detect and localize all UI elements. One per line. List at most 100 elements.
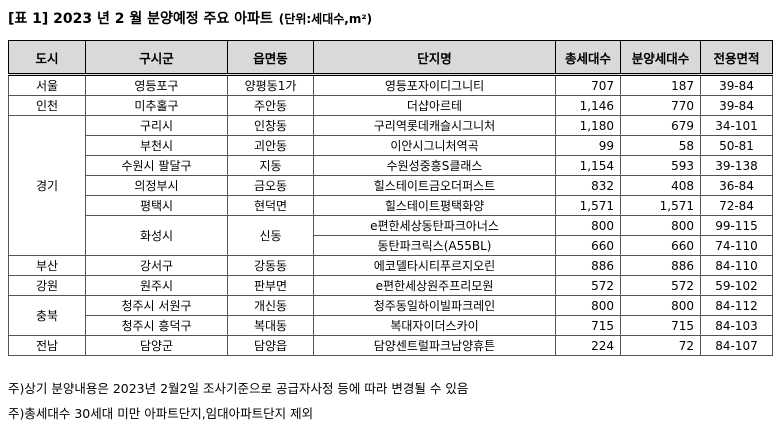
sale-units-cell: 593 xyxy=(620,155,701,176)
sale-units-cell: 660 xyxy=(620,235,701,256)
city-cell: 서울 xyxy=(8,74,86,96)
complex-name-cell: 구리역롯데캐슬시그니처 xyxy=(313,115,556,136)
area-cell: 36-84 xyxy=(700,175,773,196)
sale-units-cell: 58 xyxy=(620,135,701,156)
note: 주)총세대수 30세대 미만 아파트단지,임대아파트단지 제외 xyxy=(8,406,314,421)
area-cell: 39-84 xyxy=(700,74,773,96)
district-cell: 강서구 xyxy=(85,255,228,276)
area-cell: 84-110 xyxy=(700,255,773,276)
column-header: 총세대수 xyxy=(555,40,621,76)
sale-units-cell: 715 xyxy=(620,315,701,336)
district-cell: 구리시 xyxy=(85,115,228,136)
notes: 주)상기 분양내용은 2023년 2월2일 조사기준으로 공급자사정 등에 따라… xyxy=(8,376,468,426)
column-header: 구시군 xyxy=(85,40,228,76)
complex-name-cell: 힐스테이트평택화양 xyxy=(313,195,556,216)
district-cell: 수원시 팔달구 xyxy=(85,155,228,176)
column-header: 전용면적 xyxy=(700,40,773,76)
city-cell: 충북 xyxy=(8,295,86,336)
table-row: 부천시 괴안동 이안시그니처역곡 99 58 50-81 xyxy=(9,135,773,156)
total-units-cell: 715 xyxy=(555,315,621,336)
sale-units-cell: 187 xyxy=(620,74,701,96)
town-cell: 복대동 xyxy=(227,315,314,336)
column-header: 도시 xyxy=(8,40,86,76)
total-units-cell: 1,146 xyxy=(555,95,621,116)
complex-name-cell: 청주동일하이빌파크레인 xyxy=(313,295,556,316)
complex-name-cell: 영등포자이디그니티 xyxy=(313,74,556,96)
city-cell: 경기 xyxy=(8,115,86,256)
title-text: [표 1] 2023 년 2 월 분양예정 주요 아파트 xyxy=(8,11,273,27)
town-cell: 주안동 xyxy=(227,95,314,116)
table-row: 전남 담양군 담양읍 담양센트럴파크남양휴튼 224 72 84-107 xyxy=(8,335,773,356)
complex-name-cell: 더샵아르테 xyxy=(313,95,556,116)
complex-name-cell: 수원성중흥S클래스 xyxy=(313,155,556,176)
district-cell: 평택시 xyxy=(85,195,228,216)
total-units-cell: 800 xyxy=(555,295,621,316)
total-units-cell: 99 xyxy=(555,135,621,156)
column-header: 분양세대수 xyxy=(620,40,701,76)
area-cell: 84-112 xyxy=(700,295,773,316)
total-units-cell: 707 xyxy=(555,74,621,96)
complex-name-cell: 에코델타시티푸르지오린 xyxy=(313,255,556,276)
district-cell: 화성시 xyxy=(85,215,228,256)
table-row: 충북 청주시 서원구 개신동 청주동일하이빌파크레인 800 800 84-112 xyxy=(8,295,773,336)
table-row: 동탄파크릭스(A55BL) 660 660 74-110 xyxy=(9,235,773,256)
table-body: 서울 영등포구 양평동1가 영등포자이디그니티 707 187 39-84 인천 미추홀구 주안동… xyxy=(8,74,773,356)
sale-units-cell: 770 xyxy=(620,95,701,116)
town-cell: 개신동 xyxy=(227,295,314,316)
district-cell: 청주시 흥덕구 xyxy=(85,315,228,336)
title: [표 1] 2023 년 2 월 분양예정 주요 아파트 (단위:세대수,m²) xyxy=(8,8,372,28)
complex-name-cell: 동탄파크릭스(A55BL) xyxy=(313,235,556,256)
total-units-cell: 1,154 xyxy=(555,155,621,176)
area-cell: 72-84 xyxy=(700,195,773,216)
district-cell: 영등포구 xyxy=(85,74,228,96)
city-cell: 전남 xyxy=(8,335,86,356)
sale-units-cell: 679 xyxy=(620,115,701,136)
table-row: 인천 미추홀구 주안동 더샵아르테 1,146 770 39-84 xyxy=(8,95,773,116)
table-row: 부산 강서구 강동동 에코델타시티푸르지오린 886 886 84-110 xyxy=(8,255,773,276)
apartment-table: 도시 구시군 읍면동 단지명 총세대수 분양세대수 전용면적 서울 영등포구 양평동1가 영등포자… xyxy=(8,40,773,356)
unit: (단위:세대수,m²) xyxy=(278,12,373,26)
total-units-cell: 832 xyxy=(555,175,621,196)
district-cell: 부천시 xyxy=(85,135,228,156)
town-cell: 현덕면 xyxy=(227,195,314,216)
table-row: 화성시 신동 e편한세상동탄파크아너스 800 800 99-115 xyxy=(9,215,773,256)
total-units-cell: 224 xyxy=(555,335,621,356)
table-row: 청주시 흥덕구 복대동 복대자이더스카이 715 715 84-103 xyxy=(9,315,773,336)
town-cell: 괴안동 xyxy=(227,135,314,156)
district-cell: 원주시 xyxy=(85,275,228,296)
sale-units-cell: 800 xyxy=(620,295,701,316)
table-row: 평택시 현덕면 힐스테이트평택화양 1,571 1,571 72-84 xyxy=(9,195,773,216)
total-units-cell: 1,180 xyxy=(555,115,621,136)
area-cell: 74-110 xyxy=(700,235,773,256)
header-row: 도시 구시군 읍면동 단지명 총세대수 분양세대수 전용면적 xyxy=(8,40,773,76)
area-cell: 39-138 xyxy=(700,155,773,176)
area-cell: 59-102 xyxy=(700,275,773,296)
district-cell: 의정부시 xyxy=(85,175,228,196)
district-cell: 담양군 xyxy=(85,335,228,356)
area-cell: 34-101 xyxy=(700,115,773,136)
total-units-cell: 800 xyxy=(555,215,621,236)
table-row: 의정부시 금오동 힐스테이트금오더퍼스트 832 408 36-84 xyxy=(9,175,773,196)
sale-units-cell: 572 xyxy=(620,275,701,296)
table-row: 수원시 팔달구 지동 수원성중흥S클래스 1,154 593 39-138 xyxy=(9,155,773,176)
total-units-cell: 572 xyxy=(555,275,621,296)
sale-units-cell: 800 xyxy=(620,215,701,236)
table-row: 강원 원주시 판부면 e편한세상원주프리모원 572 572 59-102 xyxy=(8,275,773,296)
complex-name-cell: e편한세상원주프리모원 xyxy=(313,275,556,296)
complex-name-cell: 이안시그니처역곡 xyxy=(313,135,556,156)
town-cell: 금오동 xyxy=(227,175,314,196)
district-cell: 청주시 서원구 xyxy=(85,295,228,316)
table-row: 서울 영등포구 양평동1가 영등포자이디그니티 707 187 39-84 xyxy=(8,74,773,96)
city-cell: 부산 xyxy=(8,255,86,276)
complex-name-cell: e편한세상동탄파크아너스 xyxy=(313,215,556,236)
sale-units-cell: 886 xyxy=(620,255,701,276)
area-cell: 84-107 xyxy=(700,335,773,356)
total-units-cell: 886 xyxy=(555,255,621,276)
note: 주)상기 분양내용은 2023년 2월2일 조사기준으로 공급자사정 등에 따라… xyxy=(8,381,469,396)
sale-units-cell: 1,571 xyxy=(620,195,701,216)
town-cell: 판부면 xyxy=(227,275,314,296)
town-cell: 지동 xyxy=(227,155,314,176)
town-cell: 강동동 xyxy=(227,255,314,276)
complex-name-cell: 힐스테이트금오더퍼스트 xyxy=(313,175,556,196)
